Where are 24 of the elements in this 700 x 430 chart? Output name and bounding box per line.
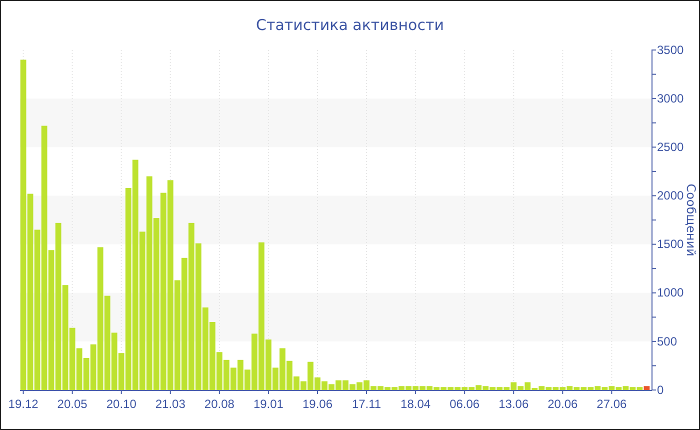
y-tick-label: 2000 (657, 188, 684, 203)
y-tick-label: 500 (657, 334, 678, 348)
x-tick-label: 17.11 (352, 396, 382, 411)
x-tick-label: 21.03 (155, 396, 186, 411)
y-tick-label: 3000 (657, 91, 684, 106)
chart-title: Статистика активности (256, 16, 444, 34)
x-tick-label: 19.12 (8, 396, 39, 411)
x-tick-label: 20.10 (106, 396, 137, 411)
x-tick-label: 20.05 (57, 396, 88, 411)
x-tick-label: 18.04 (400, 396, 431, 411)
x-tick-label: 06.06 (450, 396, 480, 411)
x-tick-label: 19.01 (253, 396, 284, 411)
y-tick-label: 0 (657, 382, 664, 397)
bar (644, 386, 650, 390)
x-tick-label: 20.08 (204, 396, 235, 411)
y-tick-label: 3500 (657, 42, 684, 57)
y-tick-label: 1500 (657, 237, 684, 252)
y-tick-label: 1000 (657, 286, 684, 300)
y-tick-label: 2500 (657, 140, 684, 154)
x-tick-label: 19.06 (302, 396, 333, 411)
x-tick-label: 27.06 (596, 396, 628, 411)
y-axis-title: Сообщений (684, 184, 698, 256)
x-tick-label: 13.06 (498, 396, 529, 411)
x-tick-label: 20.06 (548, 396, 578, 411)
